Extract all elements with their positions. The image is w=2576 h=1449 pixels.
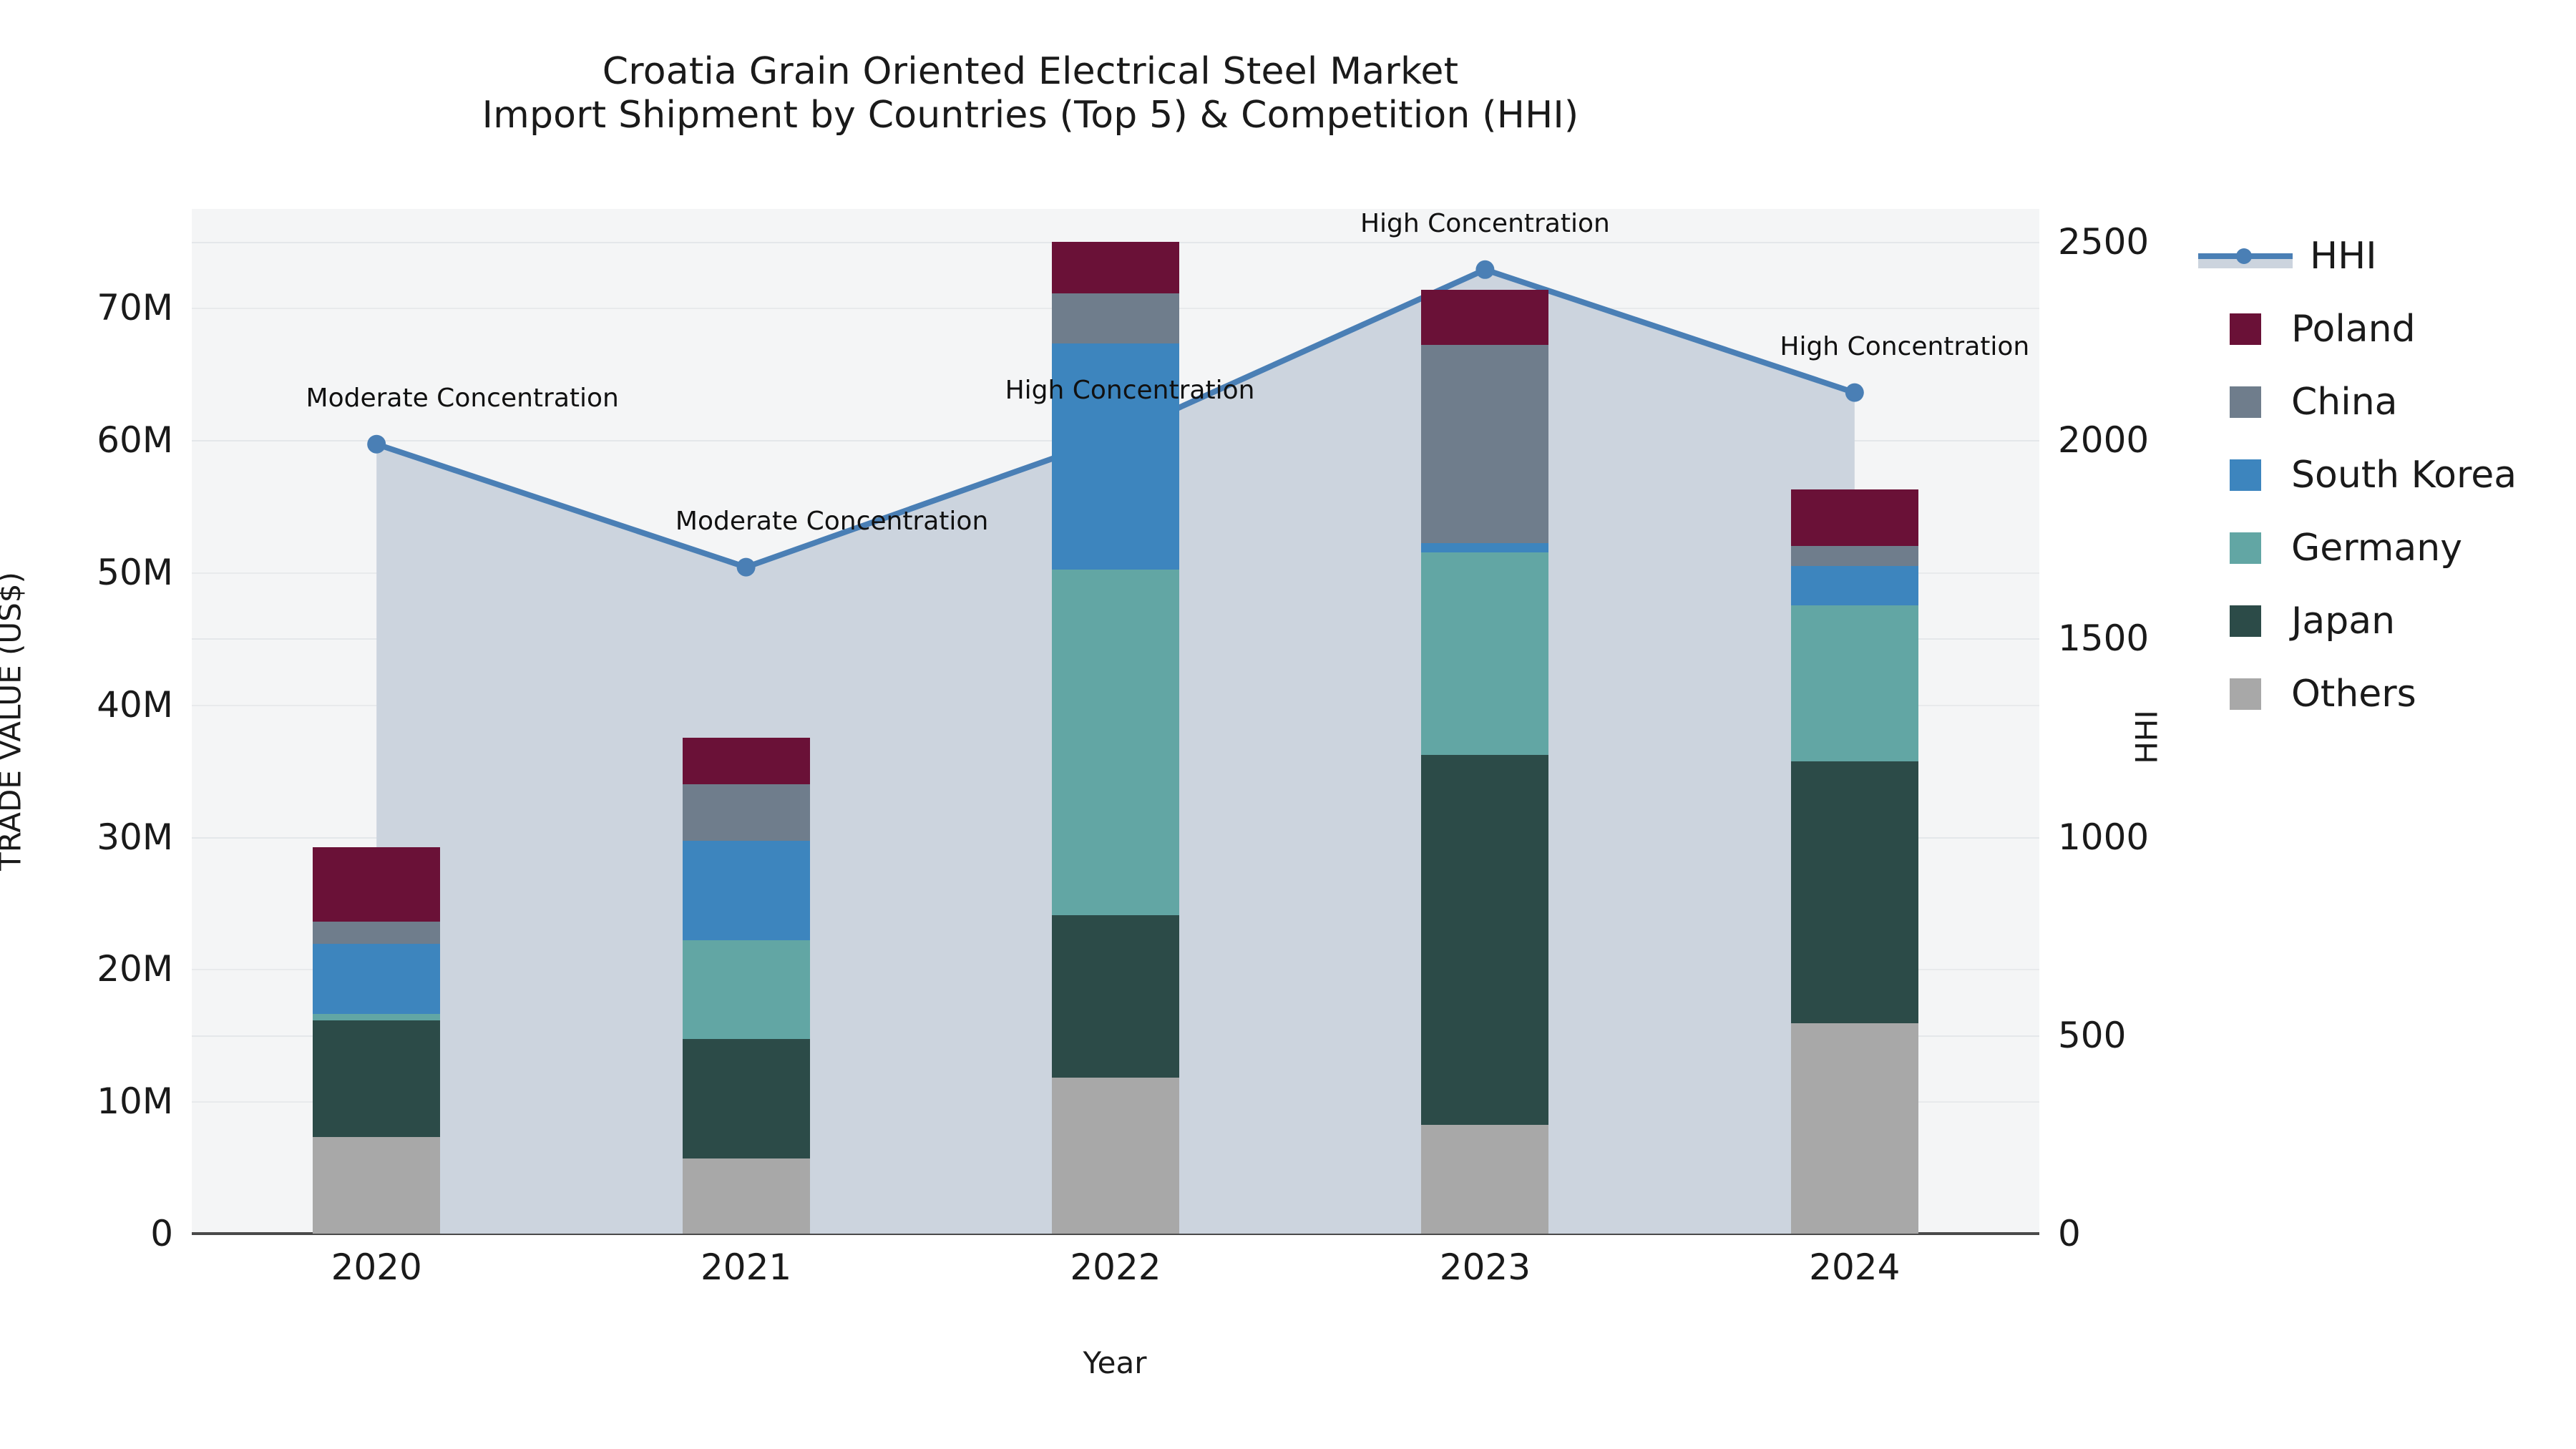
legend-dot-icon bbox=[2236, 248, 2252, 264]
bar-segment-poland[interactable] bbox=[313, 847, 441, 922]
y-axis-left-tick: 20M bbox=[97, 948, 173, 990]
legend-swatch-icon bbox=[2230, 459, 2261, 491]
y-axis-left-tick: 40M bbox=[97, 683, 173, 726]
legend-item-china[interactable]: China bbox=[2198, 382, 2517, 422]
hhi-marker[interactable] bbox=[1475, 260, 1495, 279]
x-axis-tick: 2022 bbox=[1070, 1246, 1161, 1288]
x-axis-title: Year bbox=[1083, 1345, 1147, 1380]
legend-item-others[interactable]: Others bbox=[2198, 674, 2517, 714]
y-axis-left-tick: 10M bbox=[97, 1080, 173, 1123]
legend-item-south-korea[interactable]: South Korea bbox=[2198, 455, 2517, 495]
bar-segment-germany[interactable] bbox=[1790, 605, 1918, 762]
hhi-marker[interactable] bbox=[367, 434, 386, 454]
bar-segment-germany[interactable] bbox=[682, 940, 810, 1040]
legend-item-germany[interactable]: Germany bbox=[2198, 528, 2517, 568]
chart-legend: HHI Poland China South Korea Germany Japan Oth… bbox=[2198, 236, 2517, 714]
bar-segment-japan[interactable] bbox=[1052, 914, 1179, 1078]
y-axis-right-tick: 1500 bbox=[2058, 618, 2150, 660]
legend-label: Others bbox=[2291, 673, 2416, 716]
bar-segment-others[interactable] bbox=[1421, 1125, 1549, 1234]
legend-item-hhi[interactable]: HHI bbox=[2198, 236, 2517, 276]
chart-title: Croatia Grain Oriented Electrical Steel … bbox=[0, 50, 2061, 138]
bar-segment-japan[interactable] bbox=[1421, 755, 1549, 1126]
chart-title-line-1: Croatia Grain Oriented Electrical Steel … bbox=[602, 50, 1459, 93]
bar-segment-china[interactable] bbox=[313, 921, 441, 945]
bar-segment-poland[interactable] bbox=[1790, 489, 1918, 547]
legend-label: Germany bbox=[2291, 527, 2463, 570]
bar-segment-china[interactable] bbox=[1052, 293, 1179, 344]
bar-segment-south-korea[interactable] bbox=[1052, 343, 1179, 570]
bar-segment-south-korea[interactable] bbox=[1790, 565, 1918, 606]
y-axis-left-tick: 30M bbox=[97, 816, 173, 858]
legend-swatch-icon bbox=[2230, 532, 2261, 564]
legend-label: HHI bbox=[2310, 235, 2377, 278]
bar-segment-germany[interactable] bbox=[313, 1014, 441, 1021]
bar-2022[interactable] bbox=[1052, 0, 1179, 1234]
annotation-2024: High Concentration bbox=[1780, 331, 2030, 361]
legend-line-marker-icon bbox=[2198, 240, 2293, 272]
bar-segment-china[interactable] bbox=[682, 784, 810, 841]
bar-2024[interactable] bbox=[1790, 0, 1918, 1234]
bar-segment-china[interactable] bbox=[1790, 546, 1918, 566]
hhi-marker[interactable] bbox=[1845, 383, 1864, 402]
x-axis-line bbox=[192, 1232, 2039, 1235]
x-axis-tick: 2021 bbox=[700, 1246, 792, 1288]
bar-segment-south-korea[interactable] bbox=[313, 944, 441, 1015]
legend-item-poland[interactable]: Poland bbox=[2198, 309, 2517, 349]
y-axis-right-tick: 2500 bbox=[2058, 221, 2150, 263]
annotation-2022: High Concentration bbox=[1005, 375, 1255, 405]
y-axis-left-title: TRADE VALUE (US$) bbox=[0, 572, 28, 871]
legend-label: Japan bbox=[2291, 600, 2396, 643]
x-axis-tick: 2023 bbox=[1439, 1246, 1531, 1288]
bar-segment-others[interactable] bbox=[1052, 1077, 1179, 1234]
bar-segment-germany[interactable] bbox=[1052, 570, 1179, 915]
bar-segment-others[interactable] bbox=[313, 1137, 441, 1234]
bar-2021[interactable] bbox=[682, 0, 810, 1234]
y-axis-right-title: HHI bbox=[2129, 710, 2165, 764]
bar-segment-japan[interactable] bbox=[1790, 761, 1918, 1024]
y-axis-right-tick: 0 bbox=[2058, 1213, 2081, 1254]
legend-label: China bbox=[2291, 381, 2398, 424]
bar-segment-germany[interactable] bbox=[1421, 552, 1549, 755]
annotation-2023: High Concentration bbox=[1360, 208, 1610, 238]
bar-segment-japan[interactable] bbox=[682, 1039, 810, 1158]
annotation-2021: Moderate Concentration bbox=[675, 506, 989, 536]
bar-segment-south-korea[interactable] bbox=[1421, 543, 1549, 553]
bar-segment-poland[interactable] bbox=[1421, 289, 1549, 346]
y-axis-left-tick: 60M bbox=[97, 419, 173, 462]
legend-swatch-icon bbox=[2230, 313, 2261, 345]
y-axis-left-tick: 50M bbox=[97, 552, 173, 593]
bar-2023[interactable] bbox=[1421, 0, 1549, 1234]
legend-label: Poland bbox=[2291, 308, 2416, 351]
x-axis-tick: 2020 bbox=[331, 1246, 422, 1288]
y-axis-left-tick: 70M bbox=[97, 287, 173, 329]
y-axis-right-tick: 1000 bbox=[2058, 816, 2150, 858]
legend-swatch-icon bbox=[2230, 386, 2261, 418]
bar-segment-others[interactable] bbox=[682, 1158, 810, 1234]
bar-segment-poland[interactable] bbox=[682, 738, 810, 784]
bar-segment-others[interactable] bbox=[1790, 1023, 1918, 1234]
bar-segment-china[interactable] bbox=[1421, 345, 1549, 544]
legend-label: South Korea bbox=[2291, 454, 2517, 497]
y-axis-left-tick: 0 bbox=[150, 1213, 173, 1254]
legend-swatch-icon bbox=[2230, 605, 2261, 637]
x-axis-tick: 2024 bbox=[1809, 1246, 1901, 1288]
bar-segment-japan[interactable] bbox=[313, 1020, 441, 1138]
bar-2020[interactable] bbox=[313, 0, 441, 1234]
bar-segment-poland[interactable] bbox=[1052, 242, 1179, 294]
chart-title-line-2: Import Shipment by Countries (Top 5) & C… bbox=[482, 94, 1579, 137]
bar-segment-south-korea[interactable] bbox=[682, 841, 810, 940]
y-axis-right-tick: 2000 bbox=[2058, 419, 2150, 462]
y-axis-right-tick: 500 bbox=[2058, 1014, 2127, 1056]
annotation-2020: Moderate Concentration bbox=[306, 383, 619, 413]
legend-item-japan[interactable]: Japan bbox=[2198, 601, 2517, 641]
hhi-marker[interactable] bbox=[736, 557, 756, 577]
legend-swatch-icon bbox=[2230, 678, 2261, 710]
